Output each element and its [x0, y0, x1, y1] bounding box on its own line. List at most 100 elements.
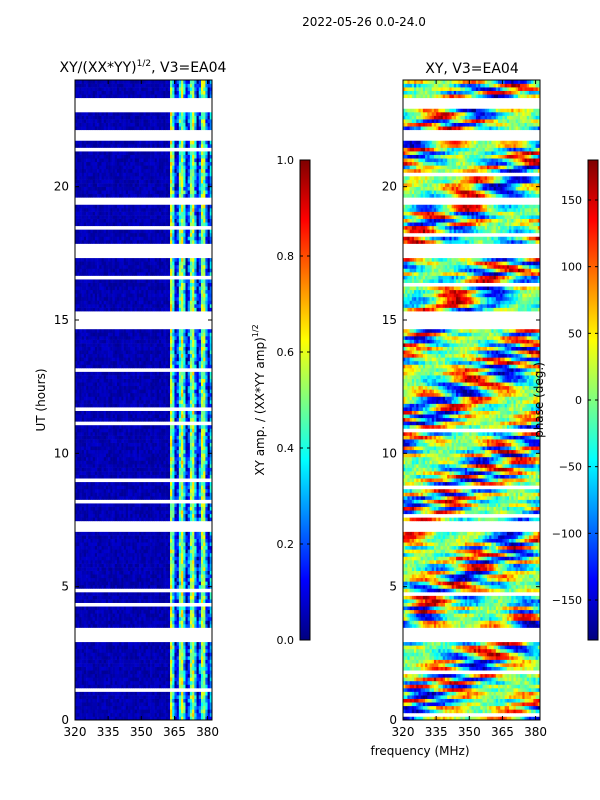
heatmap-cell	[125, 403, 129, 408]
heatmap-cell	[207, 648, 211, 653]
heatmap-cell	[108, 677, 111, 682]
heatmap-cell	[121, 659, 124, 664]
heatmap-cell	[207, 513, 211, 518]
heatmap-cell	[99, 496, 102, 500]
heatmap-cell	[165, 624, 169, 628]
heatmap-cell	[161, 673, 164, 678]
heatmap-cell	[123, 599, 127, 603]
heatmap-cell	[170, 609, 173, 614]
heatmap-cell	[139, 716, 142, 721]
heatmap-cell	[150, 616, 153, 621]
heatmap-cell	[121, 435, 124, 440]
heatmap-cell	[139, 577, 142, 582]
heatmap-cell	[99, 574, 102, 579]
heatmap-cell	[88, 417, 91, 422]
heatmap-cell	[150, 432, 153, 436]
heatmap-cell	[81, 680, 85, 685]
heatmap-cell	[130, 414, 133, 419]
heatmap-cell	[165, 609, 169, 614]
heatmap-cell	[181, 442, 184, 447]
heatmap-cell	[103, 481, 107, 486]
heatmap-cell	[187, 702, 191, 707]
heatmap-cell	[194, 659, 197, 664]
heatmap-cell	[150, 485, 153, 490]
heatmap-cell	[112, 449, 116, 454]
heatmap-cell	[77, 574, 80, 579]
heatmap-cell	[116, 545, 120, 550]
heatmap-cell	[132, 453, 135, 458]
heatmap-cell	[174, 481, 177, 486]
heatmap-cell	[156, 574, 160, 579]
heatmap-cell	[209, 712, 213, 717]
heatmap-cell	[116, 410, 120, 415]
heatmap-cell	[121, 652, 124, 657]
heatmap-cell	[141, 709, 144, 714]
heatmap-cell	[181, 624, 184, 628]
heatmap-cell	[128, 517, 131, 522]
heatmap-cell	[181, 439, 184, 443]
heatmap-cell	[114, 641, 118, 646]
heatmap-cell	[105, 563, 109, 568]
heatmap-cell	[81, 659, 85, 664]
heatmap-cell	[116, 666, 120, 671]
heatmap-cell	[145, 563, 149, 568]
heatmap-cell	[86, 506, 89, 511]
heatmap-cell	[116, 552, 120, 557]
heatmap-cell	[185, 613, 188, 618]
heatmap-cell	[174, 453, 177, 458]
heatmap-cell	[121, 400, 124, 404]
heatmap-cell	[121, 453, 124, 458]
heatmap-cell	[145, 510, 149, 515]
heatmap-cell	[77, 592, 80, 596]
heatmap-cell	[181, 414, 184, 419]
heatmap-cell	[128, 599, 131, 603]
heatmap-cell	[79, 712, 82, 717]
heatmap-cell	[172, 453, 175, 458]
heatmap-cell	[178, 581, 182, 586]
heatmap-cell	[101, 442, 105, 447]
heatmap-cell	[86, 439, 89, 443]
heatmap-cell	[200, 680, 204, 685]
heatmap-cell	[145, 716, 149, 721]
heatmap-cell	[181, 471, 184, 475]
heatmap-cell	[83, 606, 87, 611]
heatmap-cell	[116, 648, 120, 653]
heatmap-cell	[150, 403, 153, 408]
heatmap-cell	[178, 485, 182, 490]
heatmap-cell	[134, 510, 138, 515]
heatmap-cell	[88, 652, 91, 657]
heatmap-cell	[192, 656, 195, 660]
heatmap-cell	[136, 716, 140, 721]
heatmap-cell	[161, 446, 164, 451]
heatmap-cell	[77, 702, 80, 707]
heatmap-cell	[170, 595, 173, 600]
heatmap-cell	[181, 698, 184, 703]
heatmap-cell	[81, 453, 85, 458]
heatmap-cell	[97, 659, 100, 664]
heatmap-cell	[105, 698, 109, 703]
heatmap-cell	[165, 702, 169, 707]
heatmap-cell	[105, 410, 109, 415]
heatmap-cell	[75, 556, 78, 561]
heatmap-cell	[174, 531, 177, 536]
heatmap-cell	[145, 663, 149, 667]
heatmap-cell	[158, 531, 162, 536]
heatmap-cell	[183, 456, 186, 461]
heatmap-cell	[139, 389, 142, 394]
heatmap-cell	[81, 560, 85, 564]
heatmap-cell	[125, 712, 129, 717]
heatmap-cell	[174, 616, 177, 621]
heatmap-cell	[90, 709, 93, 714]
heatmap-cell	[156, 670, 160, 675]
heatmap-cell	[92, 616, 96, 621]
heatmap-cell	[141, 467, 144, 472]
heatmap-cell	[174, 599, 177, 603]
heatmap-cell	[134, 492, 138, 497]
heatmap-cell	[108, 435, 111, 440]
heatmap-cell	[132, 677, 135, 682]
heatmap-cell	[77, 403, 80, 408]
heatmap-cell	[83, 613, 87, 618]
heatmap-cell	[158, 556, 162, 561]
heatmap-cell	[178, 439, 182, 443]
heatmap-cell	[130, 620, 133, 625]
